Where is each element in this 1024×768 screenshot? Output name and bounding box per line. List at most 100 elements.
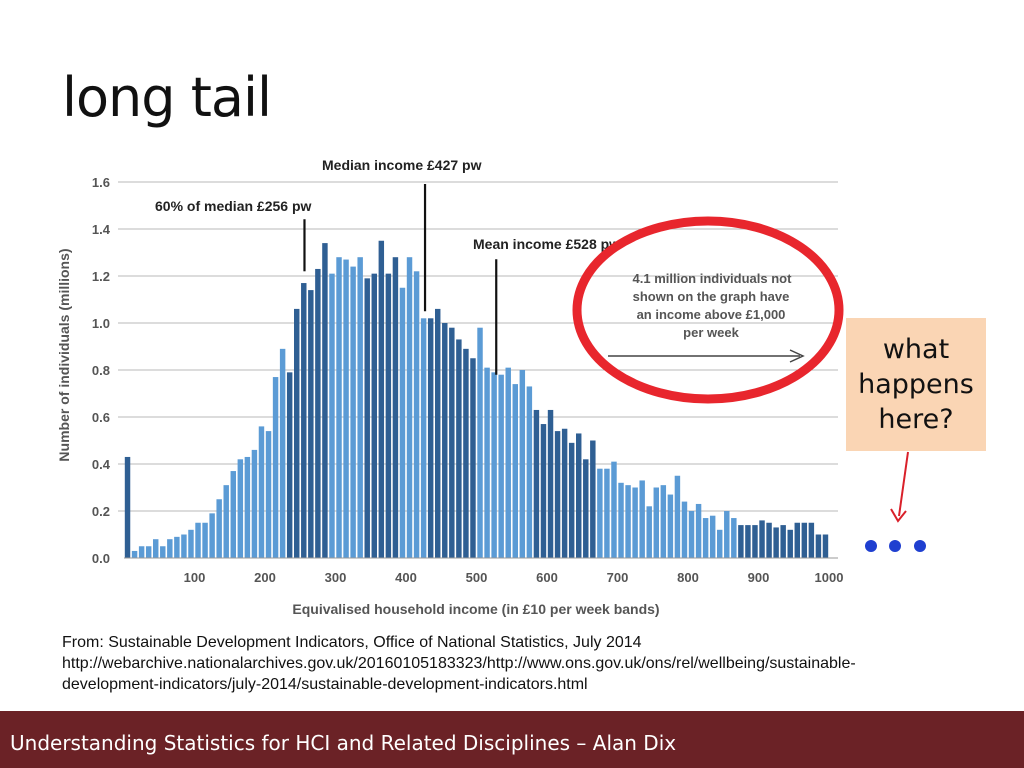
histogram-bar [202, 522, 208, 558]
histogram-bar [505, 367, 511, 558]
histogram-bar [611, 461, 617, 558]
histogram-bar [138, 546, 145, 558]
histogram-bar [413, 271, 420, 558]
dot [889, 540, 901, 552]
histogram-bar [456, 339, 462, 558]
note-line: per week [683, 325, 739, 340]
histogram-bar [385, 273, 392, 558]
histogram-bar [590, 440, 596, 558]
histogram-bar [251, 449, 258, 558]
histogram-bar [181, 534, 187, 558]
histogram-bar [808, 522, 815, 558]
histogram-bar [258, 426, 265, 558]
histogram-bar [681, 501, 688, 558]
histogram-bar [301, 283, 307, 558]
histogram-bar [618, 482, 624, 558]
histogram-bar [420, 318, 427, 558]
histogram-bar [773, 527, 779, 558]
histogram-bar [427, 318, 434, 558]
y-tick-label: 1.4 [92, 222, 111, 237]
income-histogram: 0.0 0.2 0.4 0.6 0.8 1.0 1.2 1.4 1.6 100 200 300 400… [56, 157, 926, 617]
histogram-bar [498, 374, 504, 558]
histogram-bar [392, 257, 399, 558]
histogram-bar [145, 546, 152, 558]
x-tick-label: 700 [607, 570, 629, 585]
histogram-bar [519, 370, 526, 558]
histogram-bar [547, 409, 554, 558]
histogram-bar [787, 529, 793, 558]
slide-title: long tail [62, 66, 272, 129]
histogram-bar [399, 287, 406, 558]
histogram-bar [244, 456, 251, 558]
histogram-bar [667, 494, 674, 558]
histogram-bar [688, 511, 695, 558]
chart-annotations: Median income £427 pw 60% of median £256 … [155, 157, 620, 375]
callout-box: what happens here? [846, 318, 986, 451]
histogram-bar [357, 257, 363, 558]
annotation-label: Mean income £528 pw [473, 236, 620, 252]
hidden-tail-note: 4.1 million individuals not shown on the … [572, 216, 844, 404]
histogram-bar [632, 487, 638, 558]
histogram-bar [822, 534, 829, 558]
histogram-bar [279, 348, 286, 558]
source-url-line: http://webarchive.nationalarchives.gov.u… [62, 655, 856, 672]
histogram-bar [449, 327, 455, 558]
histogram-bar [561, 428, 568, 558]
x-tick-label: 100 [184, 570, 206, 585]
histogram-bar [724, 511, 730, 558]
note-text: 4.1 million individuals not shown on the … [633, 271, 793, 340]
histogram-bar [731, 518, 737, 558]
source-citation: From: Sustainable Development Indicators… [62, 632, 856, 695]
histogram-bar [294, 308, 300, 558]
note-line: shown on the graph have [633, 289, 790, 304]
histogram-bar [174, 536, 180, 558]
x-tick-label: 900 [748, 570, 770, 585]
histogram-bar [674, 475, 681, 558]
histogram-bar [322, 243, 328, 558]
histogram-bar [153, 539, 159, 558]
callout-arrow [890, 451, 909, 523]
chart-bars [124, 240, 829, 558]
x-tick-labels: 100 200 300 400 500 600 700 800 900 1000 [184, 570, 844, 585]
histogram-bar [188, 529, 194, 558]
histogram-bar [237, 459, 244, 558]
histogram-bar [378, 240, 385, 558]
x-tick-label: 400 [395, 570, 417, 585]
histogram-bar [216, 499, 222, 558]
histogram-bar [160, 546, 166, 558]
histogram-bar [766, 522, 772, 558]
y-tick-label: 1.2 [92, 269, 110, 284]
x-tick-label: 800 [677, 570, 699, 585]
histogram-bar [308, 290, 314, 558]
callout-line: what [882, 334, 950, 365]
histogram-bar [576, 433, 582, 558]
y-tick-label: 1.6 [92, 175, 110, 190]
histogram-bar [484, 367, 490, 558]
histogram-bar [646, 506, 652, 558]
highlight-ellipse [572, 216, 844, 404]
histogram-bar [815, 534, 822, 558]
x-tick-label: 300 [325, 570, 347, 585]
x-tick-label: 600 [536, 570, 558, 585]
histogram-bar [364, 278, 370, 558]
histogram-bar [568, 442, 575, 558]
histogram-bar [526, 386, 533, 558]
histogram-bar [604, 468, 610, 558]
histogram-bar [794, 522, 800, 558]
annotation-label: Median income £427 pw [322, 157, 482, 173]
histogram-bar [554, 431, 561, 558]
dot [914, 540, 926, 552]
ellipsis-dots [865, 540, 926, 552]
y-tick-labels: 0.0 0.2 0.4 0.6 0.8 1.0 1.2 1.4 1.6 [92, 175, 111, 566]
histogram-bar [336, 257, 342, 558]
histogram-bar [533, 409, 540, 558]
note-arrow-head [789, 349, 805, 363]
y-tick-label: 1.0 [92, 316, 110, 331]
histogram-bar [660, 485, 667, 558]
y-tick-label: 0.6 [92, 410, 110, 425]
histogram-bar [695, 503, 702, 558]
note-line: an income above £1,000 [637, 307, 786, 322]
y-tick-label: 0.8 [92, 363, 110, 378]
histogram-bar [371, 273, 377, 558]
histogram-bar [124, 456, 131, 558]
